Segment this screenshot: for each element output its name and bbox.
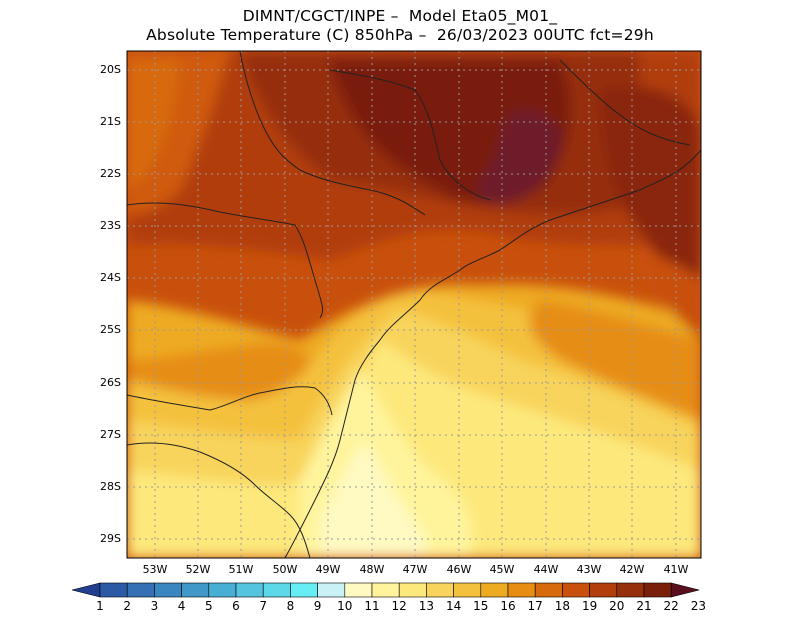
colorbar-tick-label: 15: [473, 599, 489, 613]
colorbar-swatch: [154, 582, 182, 598]
colorbar-tick-label: 14: [445, 599, 462, 613]
lat-tick-label: 27S: [100, 428, 121, 441]
plot-frame: [126, 50, 702, 559]
colorbar-tick-label: 20: [609, 599, 625, 613]
colorbar-tick-label: 21: [636, 599, 652, 613]
lon-tick-label: 46W: [446, 563, 472, 576]
colorbar-tick-label: 3: [150, 599, 159, 613]
colorbar-tick-label: 16: [500, 599, 516, 613]
colorbar-arrow-right: [670, 582, 700, 598]
chart-title-line2: Absolute Temperature (C) 850hPa – 26/03/…: [146, 26, 654, 44]
lat-tick-label: 25S: [100, 323, 121, 336]
lat-tick-label: 26S: [100, 376, 121, 389]
lat-tick-label: 20S: [100, 63, 121, 76]
colorbar-swatch: [398, 582, 427, 598]
lon-tick-label: 44W: [533, 563, 559, 576]
colorbar-swatch: [507, 582, 536, 598]
colorbar-tick-label: 2: [123, 599, 131, 613]
lon-tick-label: 43W: [576, 563, 602, 576]
lat-tick-label: 22S: [100, 167, 121, 180]
colorbar-tick-label: 4: [177, 599, 186, 613]
lon-tick-label: 49W: [315, 563, 341, 576]
colorbar-swatch: [562, 582, 590, 598]
colorbar-swatch: [453, 582, 482, 598]
lon-tick-label: 42W: [619, 563, 645, 576]
colorbar-tick-label: 5: [204, 599, 213, 613]
colorbar-swatch: [208, 582, 237, 598]
colorbar-swatch: [589, 582, 618, 598]
colorbar: [71, 582, 700, 598]
coastline-and-borders: [127, 51, 701, 558]
colorbar-tick-label: 12: [391, 599, 407, 613]
colorbar-swatch: [99, 582, 128, 598]
colorbar-swatch: [616, 582, 645, 598]
chart-title-line1: DIMNT/CGCT/INPE – Model Eta05_M01_: [242, 7, 558, 25]
temperature-field: [127, 51, 701, 558]
colorbar-swatch: [480, 582, 509, 598]
colorbar-tick-label: 9: [313, 599, 322, 613]
lat-tick-label: 24S: [100, 271, 121, 284]
colorbar-swatch: [643, 582, 672, 598]
colorbar-tick-label: 7: [259, 599, 267, 613]
colorbar-swatch: [126, 582, 155, 598]
colorbar-swatch: [290, 582, 318, 598]
colorbar-swatch: [181, 582, 210, 598]
colorbar-swatch: [262, 582, 291, 598]
colorbar-tick-label: 13: [418, 599, 435, 613]
colorbar-arrow-left: [71, 582, 101, 598]
lon-tick-label: 47W: [402, 563, 428, 576]
lon-tick-label: 53W: [142, 563, 168, 576]
lon-tick-label: 50W: [272, 563, 298, 576]
colorbar-tick-label: 6: [232, 599, 240, 613]
lon-tick-label: 51W: [228, 563, 254, 576]
colorbar-tick-label: 11: [364, 599, 380, 613]
lat-tick-label: 23S: [100, 219, 121, 232]
lon-tick-label: 52W: [185, 563, 211, 576]
colorbar-tick-label: 10: [337, 599, 353, 613]
lon-tick-label: 45W: [489, 563, 515, 576]
colorbar-swatch: [235, 582, 264, 598]
lat-tick-label: 28S: [100, 480, 121, 493]
lat-tick-label: 21S: [100, 115, 121, 128]
colorbar-tick-label: 8: [286, 599, 295, 613]
colorbar-swatch: [371, 582, 400, 598]
colorbar-tick-label: 18: [554, 599, 571, 613]
colorbar-tick-label: 1: [96, 599, 104, 613]
colorbar-tick-label: 19: [581, 599, 598, 613]
colorbar-swatch: [344, 582, 373, 598]
colorbar-tick-label: 17: [527, 599, 543, 613]
lon-tick-label: 41W: [663, 563, 689, 576]
colorbar-swatch: [534, 582, 563, 598]
lat-tick-label: 29S: [100, 532, 121, 545]
colorbar-swatch: [426, 582, 454, 598]
colorbar-tick-label: 23: [690, 599, 707, 613]
lon-tick-label: 48W: [359, 563, 385, 576]
colorbar-tick-label: 22: [663, 599, 679, 613]
colorbar-swatch: [317, 582, 346, 598]
